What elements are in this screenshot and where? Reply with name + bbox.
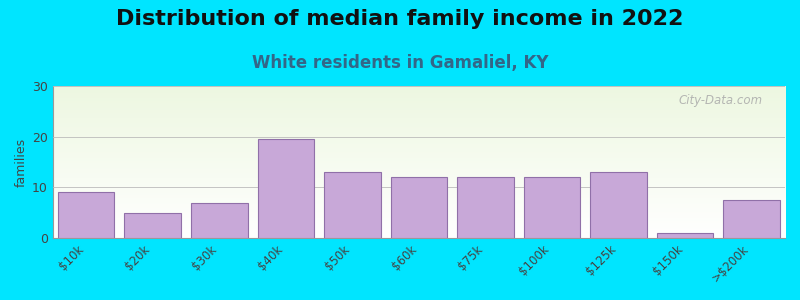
Text: Distribution of median family income in 2022: Distribution of median family income in …: [116, 9, 684, 29]
Bar: [191, 202, 247, 238]
Bar: [125, 213, 181, 238]
Bar: [524, 177, 580, 238]
Y-axis label: families: families: [15, 137, 28, 187]
Bar: [458, 177, 514, 238]
Bar: [590, 172, 647, 238]
Bar: [390, 177, 447, 238]
Bar: [723, 200, 780, 238]
Bar: [258, 139, 314, 238]
Text: City-Data.com: City-Data.com: [679, 94, 763, 106]
Bar: [657, 233, 714, 238]
Bar: [58, 192, 114, 238]
Text: White residents in Gamaliel, KY: White residents in Gamaliel, KY: [252, 54, 548, 72]
Bar: [324, 172, 381, 238]
